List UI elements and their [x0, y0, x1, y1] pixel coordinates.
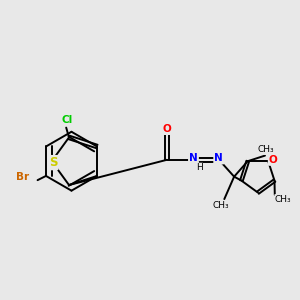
- Text: Br: Br: [16, 172, 29, 182]
- Text: O: O: [163, 124, 171, 134]
- Text: S: S: [49, 156, 57, 169]
- Text: CH₃: CH₃: [257, 146, 274, 154]
- Text: Cl: Cl: [62, 115, 73, 125]
- Text: N: N: [189, 153, 198, 164]
- Text: CH₃: CH₃: [213, 201, 229, 210]
- Text: H: H: [196, 163, 202, 172]
- Text: CH₃: CH₃: [275, 195, 292, 204]
- Text: N: N: [214, 153, 223, 164]
- Text: O: O: [269, 155, 278, 165]
